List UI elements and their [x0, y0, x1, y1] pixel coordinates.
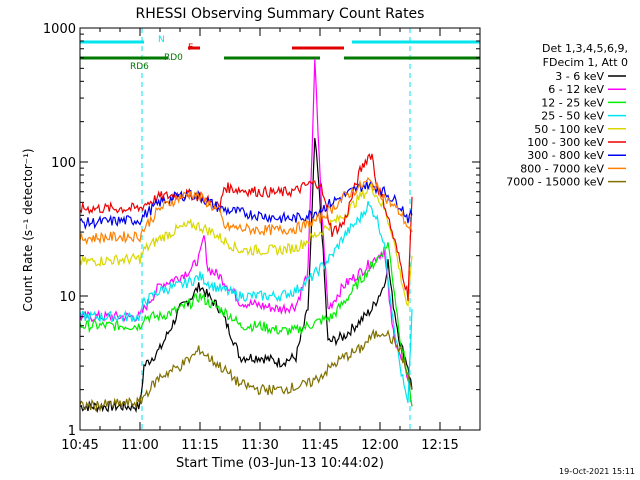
flag-label-n: N	[158, 35, 165, 45]
legend-label-6: 300 - 800 keV	[527, 149, 604, 162]
legend-label-0: 3 - 6 keV	[555, 70, 604, 83]
series-group	[79, 58, 413, 414]
series-line-5	[79, 153, 413, 302]
flag-bars: N F RD0 RD6	[80, 35, 480, 72]
series-line-2	[79, 242, 413, 407]
legend-label-5: 100 - 300 keV	[527, 136, 604, 149]
y-tick-label-0: 1	[68, 424, 76, 439]
flag-label-rd0: RD0	[164, 53, 183, 63]
series-line-0	[79, 137, 413, 414]
x-tick-label-4: 11:45	[301, 438, 338, 453]
x-tick-label-5: 12:00	[361, 438, 398, 453]
flag-label-rd6: RD6	[130, 62, 149, 72]
y-tick-label-3: 1000	[43, 22, 76, 37]
y-tick-label-2: 100	[51, 156, 76, 171]
plot-background	[141, 28, 411, 430]
series-line-6	[79, 180, 413, 231]
x-tick-label-0: 10:45	[61, 438, 98, 453]
legend: Det 1,3,4,5,6,9,FDecim 1, Att 03 - 6 keV…	[506, 42, 628, 189]
x-tick-label-3: 11:30	[241, 438, 278, 453]
series-line-1	[79, 58, 413, 407]
y-tick-label-1: 10	[59, 290, 76, 305]
legend-label-7: 800 - 7000 keV	[520, 162, 604, 175]
y-axis-label: Count Rate (s⁻¹ detector⁻¹)	[21, 148, 35, 311]
series-line-8	[79, 328, 413, 413]
timestamp: 19-Oct-2021 15:11	[559, 467, 635, 476]
x-tick-label-1: 11:00	[121, 438, 158, 453]
series-line-3	[79, 201, 413, 404]
axes: 10:45 11:00 11:15 11:30 11:45 12:00 12:15 1 10 10…	[43, 22, 481, 453]
legend-header-1: FDecim 1, Att 0	[543, 56, 628, 69]
legend-label-2: 12 - 25 keV	[541, 96, 604, 109]
x-tick-label-2: 11:15	[181, 438, 218, 453]
legend-label-4: 50 - 100 keV	[534, 123, 604, 136]
chart-title: RHESSI Observing Summary Count Rates	[136, 6, 425, 22]
series-line-7	[79, 176, 413, 246]
x-tick-label-6: 12:15	[421, 438, 458, 453]
x-axis-label: Start Time (03-Jun-13 10:44:02)	[176, 456, 384, 471]
legend-label-3: 25 - 50 keV	[541, 110, 604, 123]
series-line-4	[79, 181, 413, 308]
legend-header-0: Det 1,3,4,5,6,9,	[542, 42, 628, 55]
legend-label-8: 7000 - 15000 keV	[506, 176, 604, 189]
plot-frame	[79, 27, 481, 431]
flag-label-f: F	[188, 43, 193, 53]
legend-label-1: 6 - 12 keV	[548, 83, 604, 96]
